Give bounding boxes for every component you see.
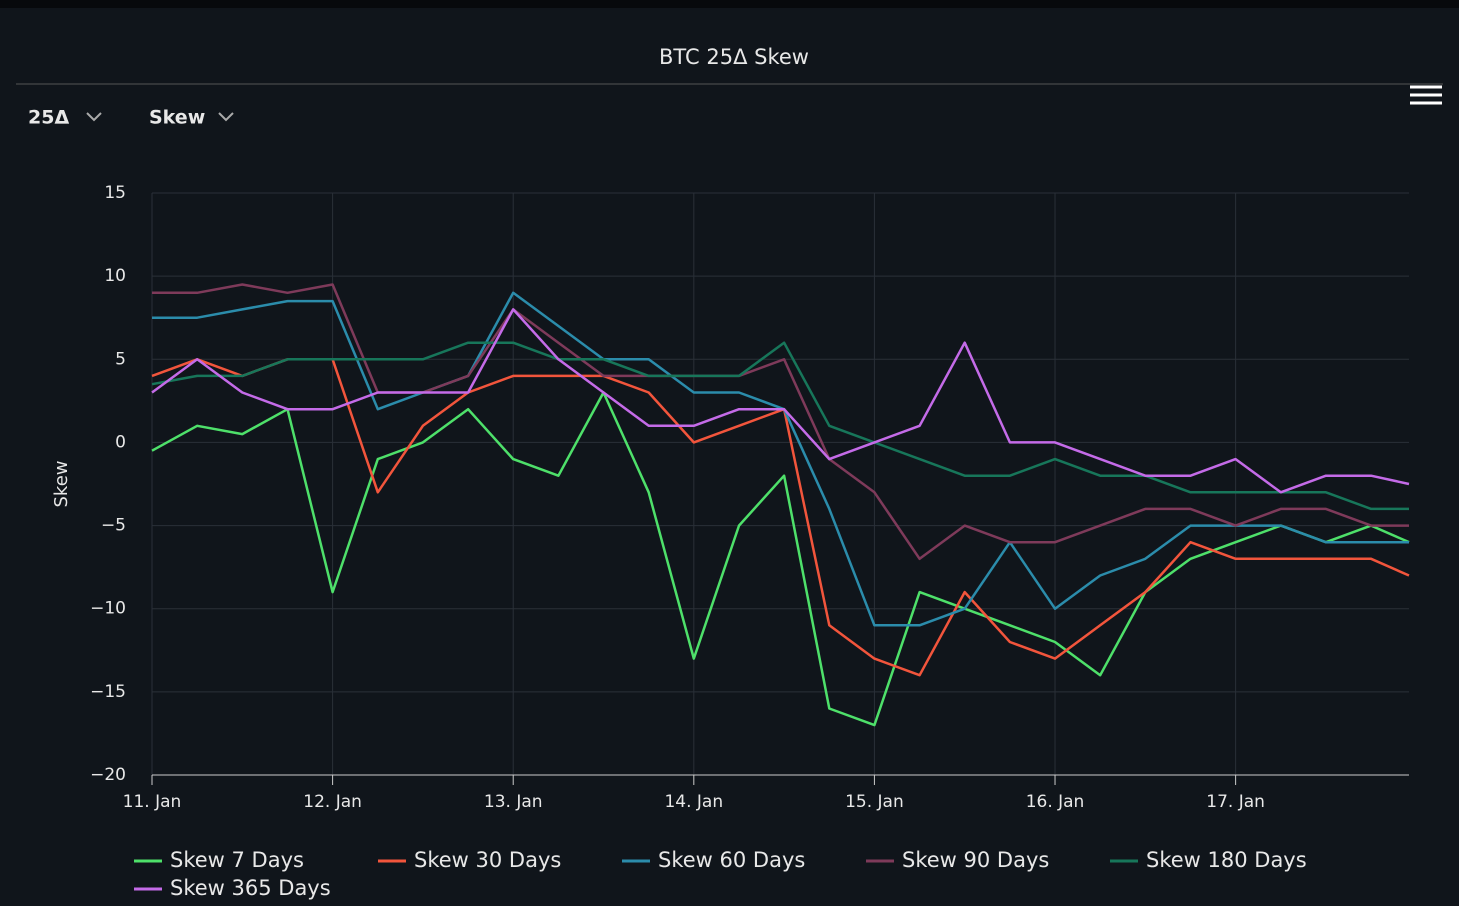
y-tick-label: 10 [104,266,126,286]
x-tick-label: 17. Jan [1206,792,1265,812]
dropdown[interactable]: Skew [149,107,234,129]
legend-label: Skew 90 Days [902,848,1049,872]
dropdown-label[interactable]: 25Δ [28,107,69,129]
y-tick-label: −5 [101,516,126,536]
menu-button[interactable] [1410,85,1442,105]
x-tick-label: 11. Jan [123,792,182,812]
x-tick-label: 12. Jan [303,792,362,812]
y-axis-label: Skew [51,460,72,507]
series-line [151,391,1410,727]
dropdown[interactable]: 25Δ [28,107,102,129]
legend-label: Skew 365 Days [170,876,331,900]
series-line [151,341,1409,511]
y-tick-label: 0 [115,432,126,452]
chevron[interactable] [218,112,234,122]
y-tick-label: 15 [104,183,126,203]
y-tick-label: −10 [90,599,126,619]
legend-label: Skew 30 Days [414,848,561,872]
x-tick-label: 13. Jan [484,792,543,812]
top-bar [0,0,1459,8]
x-tick-label: 15. Jan [845,792,904,812]
x-tick-label: 16. Jan [1026,792,1085,812]
legend-label: Skew 7 Days [170,848,304,872]
chart-title: BTC 25Δ Skew [659,45,809,69]
legend-label: Skew 60 Days [658,848,805,872]
series-line [151,308,1410,494]
y-tick-label: −15 [90,682,126,702]
dropdown-label[interactable]: Skew [149,107,205,129]
y-tick-label: 5 [115,349,126,369]
chevron[interactable] [86,112,102,122]
series-line [152,283,1409,561]
x-tick-label: 14. Jan [664,792,723,812]
y-tick-label: −20 [90,765,126,785]
legend-label: Skew 180 Days [1146,848,1307,872]
